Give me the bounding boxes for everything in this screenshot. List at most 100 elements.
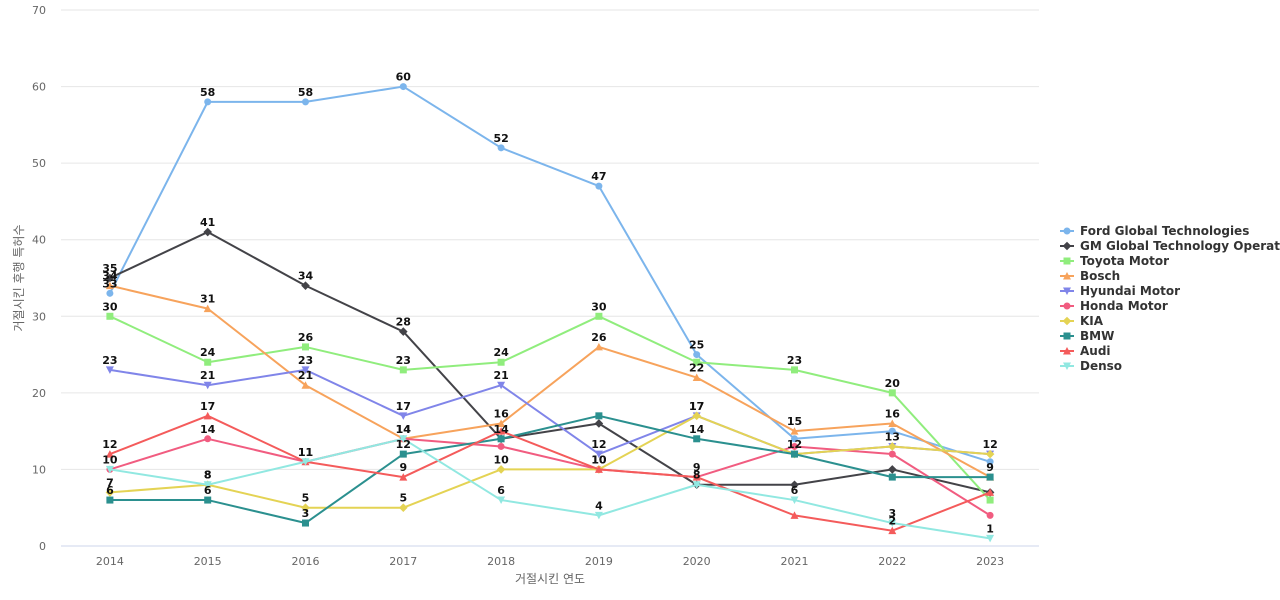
data-point[interactable] bbox=[791, 366, 798, 374]
data-point[interactable] bbox=[986, 496, 994, 504]
data-point[interactable] bbox=[302, 343, 309, 351]
data-point[interactable] bbox=[791, 442, 798, 450]
data-point[interactable] bbox=[203, 227, 212, 237]
data-point[interactable] bbox=[791, 450, 798, 458]
data-point[interactable] bbox=[399, 412, 408, 420]
data-point[interactable] bbox=[594, 511, 603, 520]
data-point[interactable] bbox=[791, 435, 798, 443]
data-point[interactable] bbox=[986, 458, 994, 466]
legend-marker[interactable] bbox=[1063, 272, 1071, 280]
data-point[interactable] bbox=[497, 381, 506, 390]
data-point[interactable] bbox=[399, 327, 408, 336]
data-point[interactable] bbox=[790, 496, 799, 505]
data-point[interactable] bbox=[399, 83, 407, 91]
data-point[interactable] bbox=[106, 496, 114, 504]
data-point[interactable] bbox=[790, 480, 799, 490]
data-point[interactable] bbox=[105, 273, 115, 283]
legend-item[interactable]: Denso bbox=[1060, 359, 1122, 373]
data-point[interactable] bbox=[692, 373, 701, 382]
data-point[interactable] bbox=[302, 98, 309, 106]
data-point[interactable] bbox=[301, 381, 310, 389]
data-point[interactable] bbox=[204, 98, 212, 106]
data-point[interactable] bbox=[692, 411, 701, 421]
data-point[interactable] bbox=[106, 289, 114, 297]
legend-item[interactable]: Audi bbox=[1060, 344, 1111, 358]
data-point[interactable] bbox=[497, 427, 506, 435]
data-point[interactable] bbox=[203, 411, 212, 420]
legend-item[interactable]: KIA bbox=[1060, 314, 1104, 328]
data-point[interactable] bbox=[105, 366, 114, 374]
data-point[interactable] bbox=[693, 435, 701, 443]
legend-item[interactable]: Bosch bbox=[1060, 269, 1120, 283]
data-point[interactable] bbox=[301, 503, 310, 513]
data-point[interactable] bbox=[203, 381, 212, 390]
legend-marker[interactable] bbox=[1062, 316, 1072, 326]
data-point[interactable] bbox=[399, 366, 407, 374]
data-point[interactable] bbox=[888, 442, 897, 451]
data-point[interactable] bbox=[888, 473, 896, 481]
data-point[interactable] bbox=[204, 358, 212, 366]
data-point[interactable] bbox=[888, 465, 897, 474]
data-point[interactable] bbox=[595, 312, 603, 320]
data-point[interactable] bbox=[497, 442, 505, 450]
data-point[interactable] bbox=[595, 182, 603, 190]
legend-marker[interactable] bbox=[1063, 287, 1071, 296]
legend-item[interactable]: BMW bbox=[1060, 329, 1114, 343]
data-point[interactable] bbox=[595, 412, 603, 420]
data-point[interactable] bbox=[693, 351, 701, 359]
data-point[interactable] bbox=[106, 312, 114, 320]
data-point[interactable] bbox=[888, 389, 896, 397]
data-point[interactable] bbox=[497, 435, 505, 443]
data-point[interactable] bbox=[301, 281, 310, 290]
data-point[interactable] bbox=[594, 450, 603, 459]
data-point[interactable] bbox=[203, 481, 212, 489]
legend-marker[interactable] bbox=[1063, 362, 1071, 371]
data-point[interactable] bbox=[692, 481, 701, 489]
data-point[interactable] bbox=[594, 419, 604, 428]
legend-marker[interactable] bbox=[1063, 257, 1071, 265]
legend-item[interactable]: Toyota Motor bbox=[1060, 254, 1169, 268]
data-point[interactable] bbox=[497, 144, 505, 152]
data-point[interactable] bbox=[105, 450, 114, 458]
data-point[interactable] bbox=[302, 519, 309, 527]
legend-marker[interactable] bbox=[1063, 227, 1071, 235]
data-point[interactable] bbox=[301, 458, 310, 466]
data-point[interactable] bbox=[399, 503, 408, 513]
data-point[interactable] bbox=[986, 488, 995, 496]
data-point[interactable] bbox=[888, 526, 897, 535]
data-point[interactable] bbox=[203, 304, 212, 313]
legend-marker[interactable] bbox=[1063, 302, 1071, 310]
data-point[interactable] bbox=[497, 419, 506, 427]
data-point[interactable] bbox=[497, 496, 506, 505]
data-point[interactable] bbox=[204, 435, 212, 443]
data-point[interactable] bbox=[105, 488, 115, 497]
data-point[interactable] bbox=[888, 427, 896, 435]
data-point[interactable] bbox=[399, 450, 407, 458]
data-point[interactable] bbox=[985, 449, 995, 459]
data-point[interactable] bbox=[594, 342, 603, 351]
legend-item[interactable]: Hyundai Motor bbox=[1060, 284, 1180, 298]
data-point[interactable] bbox=[986, 534, 995, 543]
legend-marker[interactable] bbox=[1063, 332, 1071, 340]
data-point[interactable] bbox=[888, 519, 897, 528]
data-point[interactable] bbox=[105, 281, 114, 290]
data-point[interactable] bbox=[497, 358, 505, 366]
legend-marker[interactable] bbox=[1063, 347, 1071, 355]
legend-item[interactable]: Honda Motor bbox=[1060, 299, 1168, 313]
data-point[interactable] bbox=[888, 450, 896, 458]
data-point[interactable] bbox=[399, 435, 408, 443]
data-point[interactable] bbox=[301, 366, 310, 374]
data-point[interactable] bbox=[986, 473, 994, 481]
data-point[interactable] bbox=[693, 358, 701, 366]
legend-item[interactable]: GM Global Technology Operat... bbox=[1060, 239, 1280, 253]
legend-marker[interactable] bbox=[1062, 241, 1072, 251]
data-point[interactable] bbox=[888, 419, 897, 427]
data-point[interactable] bbox=[105, 465, 114, 474]
legend-item[interactable]: Ford Global Technologies bbox=[1060, 224, 1249, 238]
data-point[interactable] bbox=[790, 511, 799, 519]
data-point[interactable] bbox=[399, 473, 408, 481]
data-point[interactable] bbox=[204, 496, 212, 504]
data-point[interactable] bbox=[692, 473, 701, 481]
data-point[interactable] bbox=[594, 465, 603, 473]
